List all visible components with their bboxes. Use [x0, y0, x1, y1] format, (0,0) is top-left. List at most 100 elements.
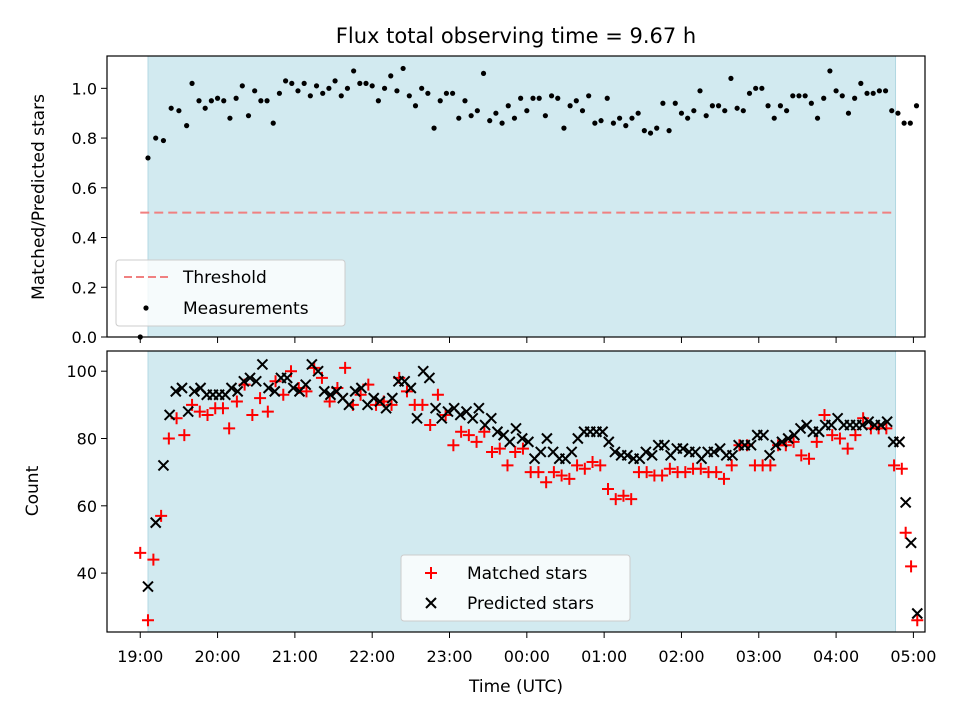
predicted-stars-point — [150, 516, 162, 529]
measurement-point — [790, 93, 796, 99]
predicted-stars-point — [442, 405, 454, 418]
predicted-stars-point — [770, 439, 782, 451]
matched-stars-point — [625, 493, 638, 506]
measurement-point — [654, 125, 660, 131]
measurement-point — [728, 75, 734, 81]
matched-stars-point — [679, 466, 692, 479]
measurement-point — [258, 98, 264, 104]
measurement-point — [623, 123, 629, 129]
predicted-stars-point — [565, 446, 578, 458]
top-legend-box — [115, 259, 346, 327]
measurement-point — [338, 93, 344, 99]
measurement-point — [709, 103, 715, 109]
measurement-point — [462, 98, 468, 104]
measurement-point — [320, 90, 326, 96]
matched-stars-point — [540, 476, 553, 489]
predicted-stars-point — [380, 402, 392, 414]
matched-stars-point — [254, 392, 267, 405]
x-tick-label: 04:00 — [813, 647, 859, 666]
predicted-stars-point — [299, 378, 312, 391]
matched-stars-point — [447, 439, 460, 452]
measurement-point — [802, 93, 808, 99]
predicted-stars-point — [677, 442, 689, 455]
legend-threshold-label: Threshold — [182, 268, 267, 288]
predicted-stars-point — [596, 426, 609, 438]
measurement-point — [598, 118, 604, 124]
matched-stars-point — [826, 429, 839, 442]
measurement-point — [419, 85, 425, 91]
predicted-stars-point — [905, 537, 917, 549]
measurement-point — [332, 78, 338, 84]
bottom-legend: Matched stars Predicted stars — [400, 554, 631, 622]
matched-stars-point — [178, 429, 191, 442]
measurement-point — [864, 90, 870, 96]
measurement-point — [542, 113, 548, 119]
x-tick-label: 01:00 — [581, 647, 627, 666]
bottom-y-tick-label: 100 — [66, 362, 97, 381]
measurement-point — [202, 105, 208, 111]
measurement-point — [344, 85, 351, 91]
matched-stars-point — [841, 442, 854, 455]
matched-stars-point — [134, 546, 147, 559]
matched-stars-point — [455, 425, 468, 438]
measurement-point — [400, 65, 406, 72]
measurement-point — [239, 83, 245, 89]
measurement-point — [189, 80, 195, 86]
predicted-stars-point — [535, 446, 547, 458]
matched-stars-point — [888, 459, 901, 472]
measurement-point — [468, 113, 474, 119]
predicted-stars-point — [269, 385, 281, 398]
measurement-point — [635, 110, 641, 116]
matched-stars-point — [578, 462, 591, 475]
predicted-stars-point — [312, 365, 324, 377]
measurement-point — [252, 88, 258, 94]
x-tick-label: 21:00 — [272, 647, 318, 666]
matched-stars-point — [193, 405, 206, 418]
measurement-point — [845, 110, 852, 116]
x-tick-label: 05:00 — [890, 647, 936, 666]
measurement-point — [672, 100, 678, 106]
predicted-stars-point — [157, 459, 170, 472]
predicted-stars-point — [708, 446, 720, 458]
measurement-point — [295, 88, 301, 94]
matched-stars-point — [339, 361, 352, 374]
measurement-point — [814, 115, 821, 121]
measurement-point — [369, 83, 375, 89]
matched-stars-point — [899, 526, 912, 539]
predicted-stars-point — [658, 439, 671, 451]
predicted-stars-point — [504, 436, 516, 448]
measurement-point — [176, 108, 182, 114]
matched-stars-point — [602, 482, 615, 495]
measurement-point — [221, 98, 227, 104]
matched-stars-point — [147, 553, 160, 566]
matched-stars-point — [810, 435, 823, 448]
matched-stars-point — [486, 445, 499, 458]
measurement-point — [913, 103, 920, 109]
matched-stars-point — [764, 459, 777, 472]
x-tick-label: 02:00 — [658, 647, 704, 666]
measurement-point — [196, 98, 202, 104]
chart-title: Flux total observing time = 9.67 h — [336, 24, 696, 48]
measurement-point — [313, 83, 320, 89]
measurement-point — [685, 115, 691, 121]
measurement-point — [406, 93, 412, 99]
matched-stars-point — [416, 398, 429, 411]
matched-stars-point — [493, 442, 506, 455]
matched-stars-point — [833, 432, 846, 445]
predicted-stars-point — [163, 409, 176, 421]
measurement-point — [326, 85, 332, 91]
matched-stars-point — [594, 459, 607, 472]
measurement-point — [153, 135, 159, 141]
measurement-point — [715, 103, 722, 109]
matched-stars-point — [725, 459, 738, 472]
predicted-stars-point — [893, 436, 906, 448]
predicted-stars-point — [188, 385, 201, 398]
measurement-point — [833, 88, 839, 94]
measurement-point — [561, 125, 567, 131]
x-tick-label: 20:00 — [195, 647, 241, 666]
measurement-point — [456, 115, 462, 121]
top-series-measurements — [137, 65, 920, 340]
top-panel: 0.0 0.2 0.4 0.6 0.8 1.0 Matched/Predicted sta… — [29, 55, 926, 347]
matched-stars-point — [795, 449, 808, 462]
bottom-y-axis-label: Count — [23, 465, 43, 516]
